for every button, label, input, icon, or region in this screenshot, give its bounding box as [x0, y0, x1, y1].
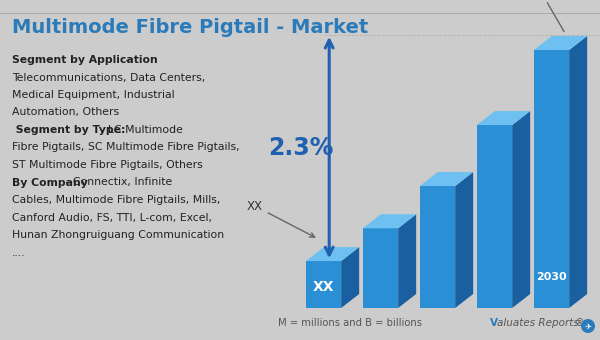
Text: ®: ®	[575, 318, 585, 328]
Polygon shape	[363, 214, 416, 228]
Text: aluates Reports: aluates Reports	[497, 318, 579, 328]
Text: - Connectix, Infinite: - Connectix, Infinite	[62, 177, 172, 187]
Text: V: V	[490, 318, 498, 328]
Polygon shape	[534, 50, 569, 308]
Text: M = millions and B = billions: M = millions and B = billions	[278, 318, 422, 328]
Polygon shape	[398, 214, 416, 308]
Polygon shape	[477, 125, 512, 308]
Text: Multimode Fibre Pigtail - Market: Multimode Fibre Pigtail - Market	[12, 18, 368, 37]
Text: Telecommunications, Data Centers,: Telecommunications, Data Centers,	[12, 72, 205, 83]
Text: Medical Equipment, Industrial: Medical Equipment, Industrial	[12, 90, 175, 100]
Polygon shape	[420, 172, 473, 186]
Text: Automation, Others: Automation, Others	[12, 107, 119, 118]
Polygon shape	[512, 111, 530, 308]
Text: -: -	[122, 55, 130, 65]
Circle shape	[581, 319, 595, 333]
Polygon shape	[420, 186, 455, 308]
Polygon shape	[534, 36, 587, 50]
Text: US$ 465.2M: US$ 465.2M	[505, 0, 576, 32]
Text: Fibre Pigtails, SC Multimode Fibre Pigtails,: Fibre Pigtails, SC Multimode Fibre Pigta…	[12, 142, 239, 153]
Text: Hunan Zhongruiguang Communication: Hunan Zhongruiguang Communication	[12, 230, 224, 240]
Polygon shape	[363, 228, 398, 308]
Polygon shape	[306, 247, 359, 261]
Text: 2.3%: 2.3%	[269, 136, 334, 159]
Text: Segment by Type:: Segment by Type:	[12, 125, 125, 135]
Polygon shape	[455, 172, 473, 308]
Text: ✈: ✈	[584, 322, 592, 330]
Text: By Company: By Company	[12, 177, 88, 187]
Polygon shape	[477, 111, 530, 125]
Text: ST Multimode Fibre Pigtails, Others: ST Multimode Fibre Pigtails, Others	[12, 160, 203, 170]
Text: XX: XX	[247, 200, 314, 237]
Polygon shape	[306, 261, 341, 308]
Polygon shape	[569, 36, 587, 308]
Text: - LC Multimode: - LC Multimode	[97, 125, 183, 135]
Text: XX: XX	[313, 280, 334, 294]
Text: Cables, Multimode Fibre Pigtails, Mills,: Cables, Multimode Fibre Pigtails, Mills,	[12, 195, 220, 205]
Text: 2030: 2030	[536, 272, 567, 282]
Text: Canford Audio, FS, TTI, L-com, Excel,: Canford Audio, FS, TTI, L-com, Excel,	[12, 212, 212, 222]
Polygon shape	[341, 247, 359, 308]
Text: Segment by Application: Segment by Application	[12, 55, 158, 65]
Text: ....: ....	[12, 248, 25, 257]
